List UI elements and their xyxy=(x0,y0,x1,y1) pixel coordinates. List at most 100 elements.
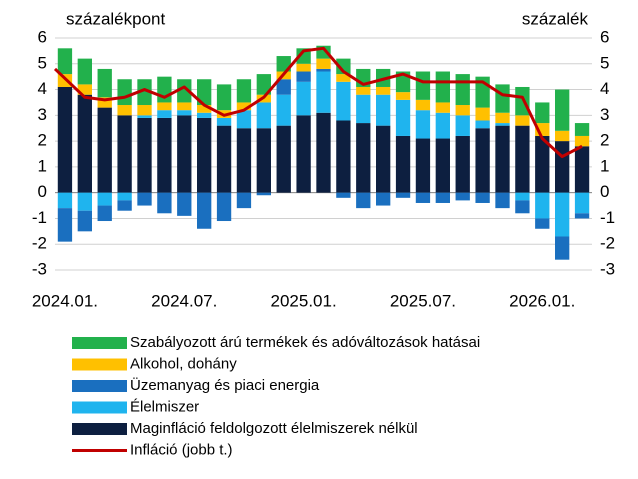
bar-segment xyxy=(415,99,431,111)
bar-segment xyxy=(475,128,490,193)
bar-segment xyxy=(455,192,470,201)
y2-tick-label: 4 xyxy=(600,79,609,98)
y2-tick-label: 1 xyxy=(600,156,609,175)
x-tick-label: 2025.07. xyxy=(390,291,456,310)
bar-segment xyxy=(356,94,371,124)
bar-segment xyxy=(574,123,590,136)
legend-swatch xyxy=(72,337,127,349)
bar-segment xyxy=(197,117,212,193)
bar-segment xyxy=(495,112,510,124)
bar-segment xyxy=(376,94,391,126)
bar-segment xyxy=(555,192,570,237)
bar-segment xyxy=(137,192,152,206)
bar-segment xyxy=(336,74,351,82)
bar-segment xyxy=(336,81,351,121)
bar-segment xyxy=(336,192,351,198)
bar-segment xyxy=(515,115,530,126)
bar-segment xyxy=(574,146,590,193)
bar-segment xyxy=(117,192,132,201)
bar-segment xyxy=(535,218,550,229)
bar-segment xyxy=(77,58,92,85)
bar-segment xyxy=(177,79,192,103)
bar-segment xyxy=(475,120,490,129)
bar-segment xyxy=(276,94,291,126)
y2-tick-label: -2 xyxy=(600,234,615,253)
bar-segment xyxy=(256,102,271,129)
y-tick-label: 2 xyxy=(38,131,47,150)
legend-swatch xyxy=(72,401,127,414)
bar-segment xyxy=(376,86,391,95)
bar-segment xyxy=(296,81,311,116)
legend-swatch xyxy=(72,358,127,371)
y2-axis-label: százalék xyxy=(522,9,589,28)
bar-segment xyxy=(555,130,570,142)
bar-segment xyxy=(197,112,212,118)
y-tick-label: -2 xyxy=(32,234,47,253)
bar-segment xyxy=(555,236,570,260)
bar-segment xyxy=(57,86,73,193)
bar-segment xyxy=(395,92,411,100)
y-tick-label: 3 xyxy=(38,105,47,124)
legend-label: Szabályozott árú termékek és adóváltozás… xyxy=(130,334,480,351)
legend-label: Alkohol, dohány xyxy=(130,355,237,372)
bar-segment xyxy=(455,74,470,106)
bar-segment xyxy=(415,71,431,100)
bar-segment xyxy=(77,192,92,211)
bar-segment xyxy=(177,115,192,193)
bar-segment xyxy=(256,128,271,193)
y2-tick-label: 6 xyxy=(600,27,609,46)
bar-segment xyxy=(256,192,271,196)
bar-segment xyxy=(296,63,311,72)
bar-segment xyxy=(77,84,92,95)
bar-segment xyxy=(197,192,212,229)
bar-segment xyxy=(236,192,252,209)
bar-segment xyxy=(574,135,590,147)
x-tick-label: 2024.07. xyxy=(151,291,217,310)
bar-segment xyxy=(216,84,232,111)
bar-segment xyxy=(157,110,172,118)
bar-segment xyxy=(395,99,411,136)
bar-segment xyxy=(376,192,391,206)
bar-segment xyxy=(197,105,212,113)
bar-segment xyxy=(137,79,152,106)
bar-segment xyxy=(117,79,132,106)
x-tick-label: 2024.01. xyxy=(32,291,98,310)
bar-segment xyxy=(216,125,232,193)
bar-segment xyxy=(177,192,192,216)
bar-segment xyxy=(435,112,450,139)
x-tick-label: 2025.01. xyxy=(271,291,337,310)
legend-label: Maginfláció feldolgozott élelmiszerek né… xyxy=(130,420,418,437)
bar-segment xyxy=(455,135,470,193)
bar-segment xyxy=(515,86,530,116)
bar-segment xyxy=(535,192,550,219)
y-tick-label: -3 xyxy=(32,259,47,278)
bar-segment xyxy=(216,192,232,222)
bar-segment xyxy=(435,192,450,203)
bar-segment xyxy=(256,74,271,95)
bar-segment xyxy=(316,112,331,193)
bar-segment xyxy=(216,117,232,126)
bar-segment xyxy=(395,135,411,193)
bar-segment xyxy=(495,123,510,126)
y-tick-label: 5 xyxy=(38,53,47,72)
bar-segment xyxy=(435,71,450,103)
y-tick-label: 4 xyxy=(38,79,47,98)
bar-segment xyxy=(276,79,291,95)
bar-segment xyxy=(515,200,530,214)
legend-label: Üzemanyag és piaci energia xyxy=(130,376,320,394)
bar-segment xyxy=(316,71,331,113)
bar-segment xyxy=(97,68,112,98)
y2-tick-label: 0 xyxy=(600,182,609,201)
bar-segment xyxy=(117,200,132,211)
bar-segment xyxy=(137,115,152,118)
bar-segment xyxy=(97,205,112,222)
y-axis-label: százalékpont xyxy=(66,9,166,28)
bar-segment xyxy=(415,110,431,139)
bar-segment xyxy=(236,110,252,129)
bar-segment xyxy=(57,48,73,75)
bar-segment xyxy=(356,123,371,193)
bar-segment xyxy=(475,107,490,121)
bar-segment xyxy=(395,192,411,198)
legend-swatch xyxy=(72,423,127,435)
line-series xyxy=(53,46,583,159)
